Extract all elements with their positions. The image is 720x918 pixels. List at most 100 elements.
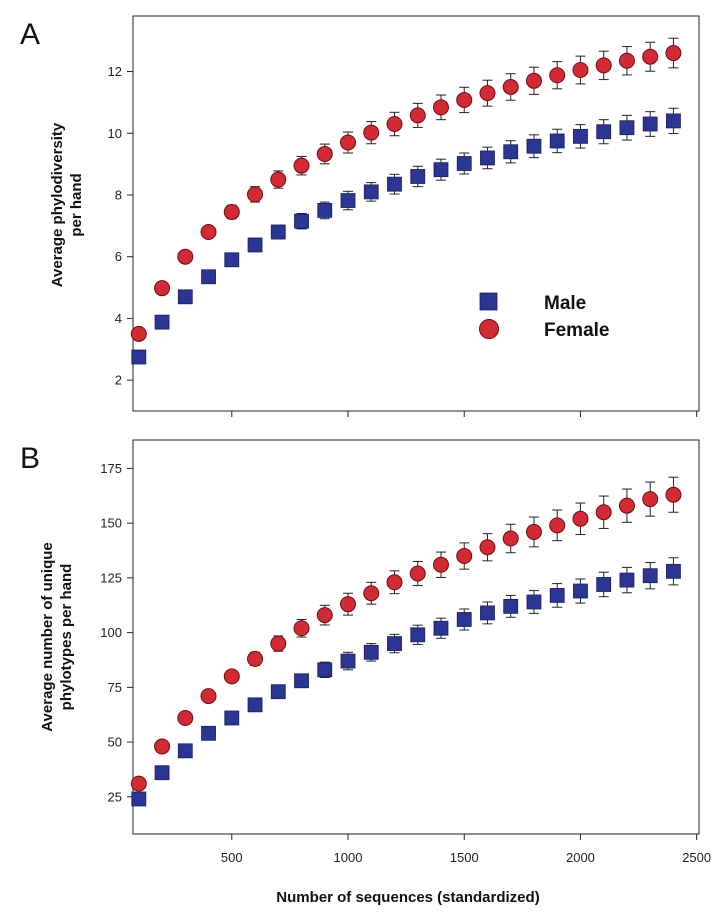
panel-b-male-point — [433, 620, 449, 636]
panel-b-female-point — [340, 596, 357, 613]
panel-b-female-point — [386, 574, 403, 591]
x-tick-label: 2000 — [566, 850, 595, 865]
panel-a-female-point — [270, 171, 287, 188]
panel-b-female-point — [223, 668, 240, 685]
panel-a-male-point — [270, 224, 286, 240]
panel-a-ylabel-line-1: Average phylodiversity — [49, 122, 66, 287]
panel-b-female-point — [642, 491, 659, 508]
panel-b-male-point — [154, 765, 170, 781]
panel-b-y-tick-label: 25 — [108, 789, 122, 804]
panel-b-female-point — [200, 688, 217, 705]
panel-b-male-point — [549, 588, 565, 603]
panel-a-y-axis-title: Average phylodiversity per hand — [49, 122, 85, 287]
panel-b-male-point — [666, 563, 681, 579]
panel-b-ylabel-line-1: Average number of unique — [39, 542, 56, 731]
panel-a-letter: A — [20, 18, 40, 51]
panel-b-male-point — [526, 594, 542, 610]
panel-a-female-point — [642, 48, 659, 65]
panel-a-male-point — [154, 314, 170, 330]
panel-b-female-point — [293, 620, 310, 637]
panel-a-y-tick-label: 4 — [115, 311, 122, 326]
panel-a-female-point — [223, 203, 240, 220]
panel-a-male-point — [642, 116, 658, 132]
panel-b-female-point — [618, 497, 635, 514]
panel-a-female-point — [502, 78, 519, 95]
panel-b-male-point — [340, 653, 356, 669]
panel-b-female-point — [525, 523, 542, 540]
panel-b-female-point — [572, 510, 589, 527]
legend-female-marker — [479, 319, 499, 339]
panel-b-y-ticks: 25 50 75 100 125 150 175 — [100, 461, 698, 840]
panel-a-male-point — [340, 193, 356, 208]
panel-b-male-point — [642, 568, 658, 584]
panel-b-male-point — [480, 605, 495, 621]
panel-b-male-point — [363, 644, 379, 660]
panel-a-female-point — [316, 145, 333, 162]
panel-a-y-ticks: 2 4 6 8 10 12 — [108, 64, 698, 417]
panel-b-y-tick-label: 50 — [108, 735, 122, 750]
panel-a-female-point — [595, 57, 612, 74]
panel-a-female-point — [293, 157, 310, 174]
panel-b-female-point — [316, 607, 333, 624]
x-tick-label: 1500 — [450, 850, 479, 865]
panel-b-female-point — [247, 650, 264, 667]
panel-a-male-point — [177, 289, 193, 305]
panel-a-male-point — [131, 349, 147, 365]
panel-b-letter: B — [20, 442, 40, 475]
panel-a-male-point — [619, 120, 635, 136]
panel-b-male-point — [456, 612, 472, 627]
panel-b-male-point — [503, 598, 519, 614]
panel-b-male-point — [270, 684, 286, 700]
panel-a-data-marks — [130, 37, 682, 365]
panel-a-y-tick-label: 10 — [108, 126, 122, 141]
panel-a-female-point — [456, 91, 473, 108]
panel-b-female-point — [270, 635, 287, 652]
panel-b-y-tick-label: 100 — [100, 625, 122, 640]
panel-a-female-point — [409, 107, 426, 124]
panel-b-male-point — [317, 662, 333, 678]
panel-b-female-point — [549, 517, 566, 534]
panel-b-male-point — [247, 697, 263, 713]
panel-b-y-tick-label: 175 — [100, 461, 122, 476]
panel-a-female-point — [432, 99, 449, 116]
panel-a-female-point — [130, 325, 147, 342]
panel-b-male-point — [596, 577, 612, 592]
panel-a-female-point — [572, 62, 589, 79]
panel-a-male-point — [201, 269, 216, 285]
panel-a-male-point — [387, 176, 402, 192]
panel-b-female-point — [130, 775, 147, 792]
panel-b-male-point — [201, 725, 216, 741]
panel-a-female-point — [200, 224, 217, 241]
panel-a-male-point — [666, 113, 681, 129]
panel-b-female-point — [502, 530, 519, 547]
panel-a-plot-frame — [132, 15, 700, 412]
panel-b-male-point — [177, 743, 193, 759]
panel-a-male-point — [456, 156, 472, 171]
panel-b-y-tick-label: 125 — [100, 570, 122, 585]
panel-b-male-point — [224, 710, 240, 726]
panel-a-ylabel-line-2: per hand — [68, 173, 85, 236]
panel-a-female-point — [549, 67, 566, 84]
panel-b-ylabel-line-2: phylotypes per hand — [58, 564, 75, 711]
panel-a-male-point — [480, 150, 495, 166]
panel-a-female-point — [479, 85, 496, 102]
panel-a-female-point — [247, 186, 264, 203]
panel-a-female-point — [154, 280, 171, 297]
x-axis-ticks: 500 1000 1500 2000 2500 — [221, 850, 711, 865]
panel-a-male-point — [224, 252, 240, 268]
panel-a-female-point — [386, 116, 403, 133]
x-tick-label: 500 — [221, 850, 243, 865]
panel-a-y-tick-label: 2 — [115, 373, 122, 388]
panel-a-y-tick-label: 6 — [115, 249, 122, 264]
panel-b-female-point — [177, 709, 194, 726]
legend: Male Female — [479, 292, 609, 341]
panel-a-male-point — [526, 138, 542, 154]
panel-b-y-tick-label: 150 — [100, 516, 122, 531]
panel-b-female-point — [154, 738, 171, 755]
panel-a-male-point — [247, 237, 263, 253]
x-tick-label: 2500 — [682, 850, 711, 865]
panel-a-male-point — [573, 128, 588, 144]
panel-a-male-point — [410, 169, 426, 184]
panel-a: A Average phylodiversity per hand 2 4 6 8 10… — [20, 15, 700, 417]
